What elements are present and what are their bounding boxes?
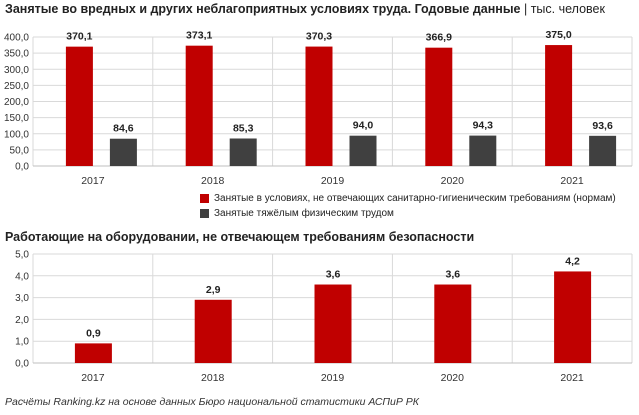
legend-item-series-2: Занятые тяжёлым физическим трудом: [200, 208, 394, 219]
legend-item-series-1: Занятые в условиях, не отвечающих санита…: [200, 193, 616, 204]
legend-swatch-red: [200, 194, 209, 203]
chart1-title-line: Занятые во вредных и других неблагоприят…: [5, 2, 605, 16]
chart1-ytick-label: 250,0: [4, 81, 29, 92]
chart2-data-label-s1-2020: 3,6: [445, 269, 460, 281]
chart1-ytick-label: 0,0: [15, 162, 29, 173]
chart1-xtick-label-2019: 2019: [321, 175, 345, 187]
chart1-data-label-s2-2018: 85,3: [233, 122, 254, 134]
chart1-data-label-s2-2021: 93,6: [592, 120, 613, 132]
chart1-xtick-label-2021: 2021: [560, 175, 584, 187]
chart1-subtitle: тыс. человек: [530, 2, 605, 16]
chart2-xtick-label-2021: 2021: [560, 372, 584, 384]
chart2-title-line: Работающие на оборудовании, не отвечающе…: [5, 230, 474, 244]
chart1-data-label-s1-2019: 370,3: [306, 31, 332, 43]
legend-swatch-gray: [200, 209, 209, 218]
chart1-ytick-label: 300,0: [4, 65, 29, 76]
chart2-data-label-s1-2021: 4,2: [565, 255, 580, 267]
chart1-ytick-label: 400,0: [4, 33, 29, 44]
chart1-ytick-label: 50,0: [10, 145, 30, 156]
chart2-xtick-label-2018: 2018: [201, 372, 225, 384]
source-note: Расчёты Ranking.kz на основе данных Бюро…: [5, 396, 419, 408]
chart1-title: Занятые во вредных и других неблагоприят…: [5, 2, 521, 16]
chart1-bar-s1-2021: [545, 45, 573, 166]
chart2-ytick-label: 1,0: [15, 337, 29, 348]
chart1-bar-s2-2020: [469, 135, 497, 166]
chart1-bar-s2-2021: [589, 135, 617, 166]
chart2-ytick-label: 4,0: [15, 271, 29, 282]
chart2-ytick-label: 2,0: [15, 315, 29, 326]
chart1-xtick-label-2017: 2017: [81, 175, 105, 187]
chart1-bar-s2-2018: [229, 138, 257, 166]
chart2-data-label-s1-2018: 2,9: [206, 284, 221, 296]
chart2-ytick-label: 0,0: [15, 359, 29, 370]
chart1-data-label-s1-2020: 366,9: [426, 32, 452, 44]
chart1-data-label-s2-2017: 84,6: [113, 123, 134, 135]
chart2-bar-s1-2019: [314, 284, 352, 363]
chart1-ytick-label: 150,0: [4, 113, 29, 124]
chart2-xtick-label-2017: 2017: [81, 372, 105, 384]
chart1-ytick-label: 100,0: [4, 129, 29, 140]
chart2-title: Работающие на оборудовании, не отвечающе…: [5, 230, 475, 244]
chart2-bar-s1-2020: [434, 284, 472, 363]
chart1-data-label-s1-2017: 370,1: [66, 31, 92, 43]
chart1-data-label-s2-2020: 94,3: [473, 120, 494, 132]
chart1-xtick-label-2020: 2020: [441, 175, 465, 187]
chart2-bar-s1-2017: [74, 343, 112, 363]
chart2-data-label-s1-2017: 0,9: [86, 327, 101, 339]
chart1-xtick-label-2018: 2018: [201, 175, 225, 187]
chart2-xtick-label-2020: 2020: [441, 372, 465, 384]
chart2-data-label-s1-2019: 3,6: [326, 269, 341, 281]
chart1-bar-s2-2019: [349, 135, 377, 166]
chart1-bar-s1-2017: [65, 46, 93, 167]
chart1-ytick-label: 200,0: [4, 97, 29, 108]
chart1-ytick-label: 350,0: [4, 49, 29, 60]
chart1-data-label-s1-2021: 375,0: [545, 29, 571, 41]
legend-label-series-2: Занятые тяжёлым физическим трудом: [214, 208, 394, 219]
chart2-bar-s1-2021: [554, 271, 592, 363]
chart2-xtick-label-2019: 2019: [321, 372, 345, 384]
chart1-bar-s1-2018: [185, 45, 213, 167]
chart2-ytick-label: 3,0: [15, 293, 29, 304]
chart1-data-label-s2-2019: 94,0: [353, 120, 374, 132]
chart2-ytick-label: 5,0: [15, 250, 29, 261]
chart1-bar-s2-2017: [109, 138, 137, 166]
legend-label-series-1: Занятые в условиях, не отвечающих санита…: [214, 193, 616, 204]
chart1-data-label-s1-2018: 373,1: [186, 30, 212, 42]
chart1-bar-s1-2019: [305, 46, 333, 167]
chart2-bar-s1-2018: [194, 299, 232, 363]
chart1-bar-s1-2020: [425, 47, 453, 166]
